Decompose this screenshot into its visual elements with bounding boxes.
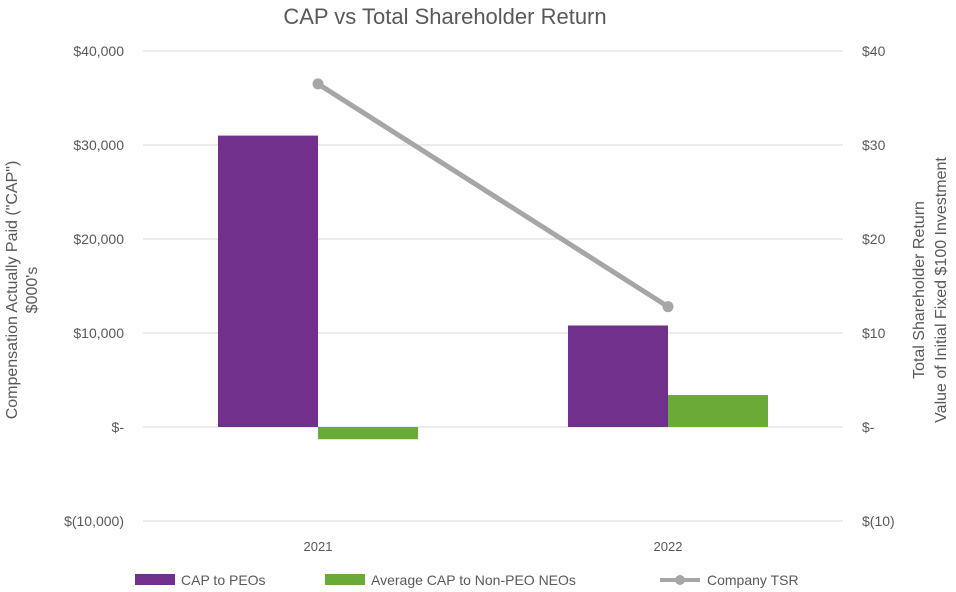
right-tick-label: $20 bbox=[862, 231, 886, 247]
right-axis-title-line1: Total Shareholder Return bbox=[911, 201, 928, 379]
tsr-point-2021 bbox=[312, 78, 324, 90]
right-tick-label: $10 bbox=[862, 325, 886, 341]
left-tick-label: $40,000 bbox=[73, 43, 124, 59]
chart-title: CAP vs Total Shareholder Return bbox=[283, 4, 606, 29]
right-tick-label: $(10) bbox=[862, 513, 895, 529]
left-tick-label: $20,000 bbox=[73, 231, 124, 247]
legend-swatch-cap-peo bbox=[135, 574, 175, 585]
bar-avg-cap-neo-2022 bbox=[668, 395, 768, 427]
category-labels: 2021 2022 bbox=[304, 539, 683, 554]
left-axis-title-line1: Compensation Actually Paid ("CAP") bbox=[4, 161, 21, 420]
bars bbox=[218, 135, 768, 440]
tsr-line bbox=[315, 81, 671, 310]
legend-label-tsr: Company TSR bbox=[707, 572, 799, 588]
right-tick-label: $30 bbox=[862, 137, 886, 153]
right-tick-label: $40 bbox=[862, 43, 886, 59]
bar-avg-cap-neo-2021 bbox=[318, 427, 418, 440]
legend-label-avg-cap-neo: Average CAP to Non-PEO NEOs bbox=[371, 572, 576, 588]
left-tick-label: $10,000 bbox=[73, 325, 124, 341]
category-label: 2022 bbox=[654, 539, 683, 554]
right-axis-title-line2: Value of Initial Fixed $100 Investment bbox=[933, 157, 950, 423]
category-label: 2021 bbox=[304, 539, 333, 554]
bar-cap-peo-2022 bbox=[568, 325, 668, 427]
legend: CAP to PEOs Average CAP to Non-PEO NEOs … bbox=[135, 572, 799, 588]
left-tick-label: $30,000 bbox=[73, 137, 124, 153]
tsr-line-layer bbox=[312, 78, 674, 313]
legend-marker-tsr bbox=[675, 575, 685, 585]
left-tick-label: $- bbox=[112, 419, 125, 435]
legend-label-cap-peo: CAP to PEOs bbox=[181, 572, 266, 588]
left-axis-title-line2: $000's bbox=[24, 267, 41, 314]
bar-cap-peo-2021 bbox=[218, 135, 318, 427]
right-axis-ticks: $40 $30 $20 $10 $- $(10) bbox=[862, 43, 895, 529]
right-tick-label: $- bbox=[862, 419, 875, 435]
left-axis-ticks: $40,000 $30,000 $20,000 $10,000 $- $(10,000) bbox=[64, 43, 124, 529]
tsr-point-2022 bbox=[662, 301, 674, 313]
legend-swatch-avg-cap-neo bbox=[325, 574, 365, 585]
left-tick-label: $(10,000) bbox=[64, 513, 124, 529]
